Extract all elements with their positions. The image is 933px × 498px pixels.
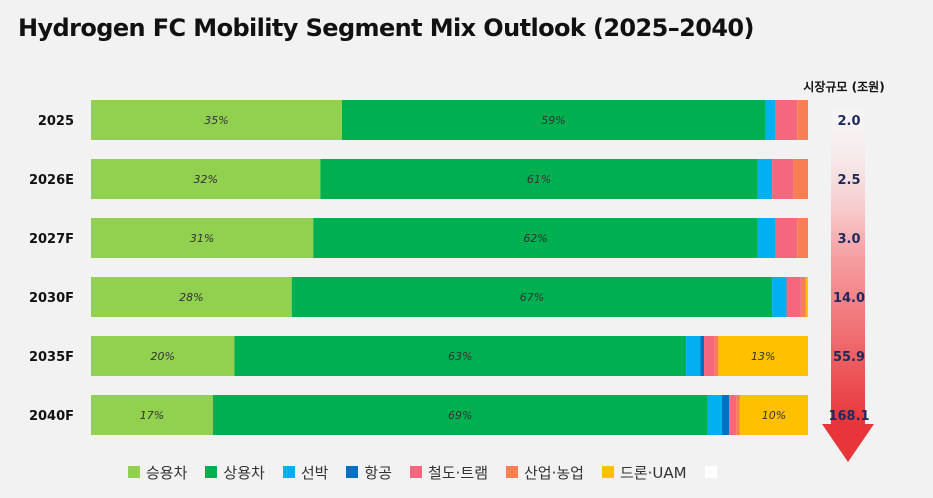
bar-segment (91, 218, 314, 258)
category-label: 2035F (29, 350, 74, 365)
market-size-value: 14.0 (833, 291, 865, 306)
bar-segment (234, 336, 687, 376)
category-label: 2030F (29, 291, 74, 306)
bar-segment (775, 218, 798, 258)
category-label: 2026E (29, 173, 74, 188)
data-label: 20% (150, 350, 174, 363)
legend-label: 산업·농업 (524, 463, 584, 482)
bar-segment (718, 336, 809, 376)
legend-item: 선박 (282, 462, 329, 483)
data-label: 13% (751, 350, 775, 363)
data-label: 28% (179, 291, 203, 304)
category-label: 2040F (29, 409, 74, 424)
bar-segment (739, 395, 808, 435)
market-size-value: 2.0 (837, 114, 860, 129)
bar-segment (772, 277, 787, 317)
bar-segment (757, 218, 776, 258)
legend: 승용차 상용차 선박 항공 철도·트램 산업·농업 드론·UAM (128, 460, 741, 484)
legend-item: 항공 (346, 462, 392, 483)
data-label: 69% (448, 409, 472, 422)
bar-segment (313, 218, 758, 258)
data-label: 62% (523, 232, 547, 245)
bar-segment (320, 159, 758, 199)
bar-segment (707, 395, 722, 435)
bar-segment (772, 159, 794, 199)
legend-swatch (128, 466, 140, 478)
bar-segment (721, 395, 730, 435)
bar-segment (291, 277, 773, 317)
bar-segment (91, 159, 321, 199)
data-label: 59% (541, 114, 565, 127)
data-label: 10% (762, 409, 786, 422)
bar-segment (686, 336, 701, 376)
legend-label: 드론·UAM (619, 463, 687, 482)
bar-segment (729, 395, 737, 435)
bar-segment (704, 336, 715, 376)
bar-segment (800, 277, 806, 317)
bar-segment (212, 395, 708, 435)
legend-swatch (601, 466, 614, 478)
legend-item (704, 466, 723, 478)
data-label: 63% (448, 350, 472, 363)
data-label: 35% (204, 114, 228, 127)
legend-swatch (704, 466, 717, 478)
legend-label: 선박 (300, 463, 329, 482)
bar-segment (700, 336, 705, 376)
chart-title: Hydrogen FC Mobility Segment Mix Outlook… (18, 14, 755, 42)
legend-swatch (282, 466, 295, 478)
bar-segment (764, 100, 776, 140)
bar-segment (91, 336, 235, 376)
bar-segment (797, 100, 808, 140)
bar-segment (775, 100, 798, 140)
legend-label: 상용차 (223, 463, 265, 482)
bar-segment (736, 395, 740, 435)
legend-item: 상용차 (205, 462, 265, 483)
category-label: 2025 (38, 114, 74, 129)
legend-swatch (205, 466, 218, 478)
data-label: 61% (527, 173, 551, 186)
market-size-value: 2.5 (837, 173, 860, 188)
bar-segment (797, 218, 808, 258)
bar-segment (91, 100, 342, 140)
market-size-value: 3.0 (837, 232, 860, 247)
bar-segment (341, 100, 765, 140)
bar-segment (786, 277, 801, 317)
legend-label: 항공 (364, 463, 393, 482)
market-size-value: 168.1 (828, 409, 869, 424)
legend-swatch (506, 466, 518, 478)
growth-arrow (822, 108, 874, 462)
legend-label: 승용차 (146, 463, 188, 482)
bar-segment (805, 277, 808, 317)
legend-item: 산업·농업 (506, 462, 584, 483)
bar-segment (793, 159, 808, 199)
bar-segment (714, 336, 719, 376)
bar-segment (91, 395, 213, 435)
legend-label: 철도·트램 (428, 463, 488, 482)
bar-segment (91, 277, 292, 317)
legend-swatch (410, 466, 423, 478)
legend-item: 드론·UAM (601, 462, 687, 483)
data-label: 67% (520, 291, 544, 304)
data-label: 31% (190, 232, 214, 245)
market-size-value: 55.9 (833, 350, 865, 365)
legend-item: 철도·트램 (410, 462, 488, 483)
market-size-header: 시장규모 (조원) (803, 80, 884, 94)
legend-swatch (346, 466, 359, 478)
legend-item: 승용차 (128, 462, 187, 483)
data-label: 32% (193, 173, 217, 186)
bar-segment (757, 159, 773, 199)
category-label: 2027F (29, 232, 74, 247)
data-label: 17% (140, 409, 164, 422)
